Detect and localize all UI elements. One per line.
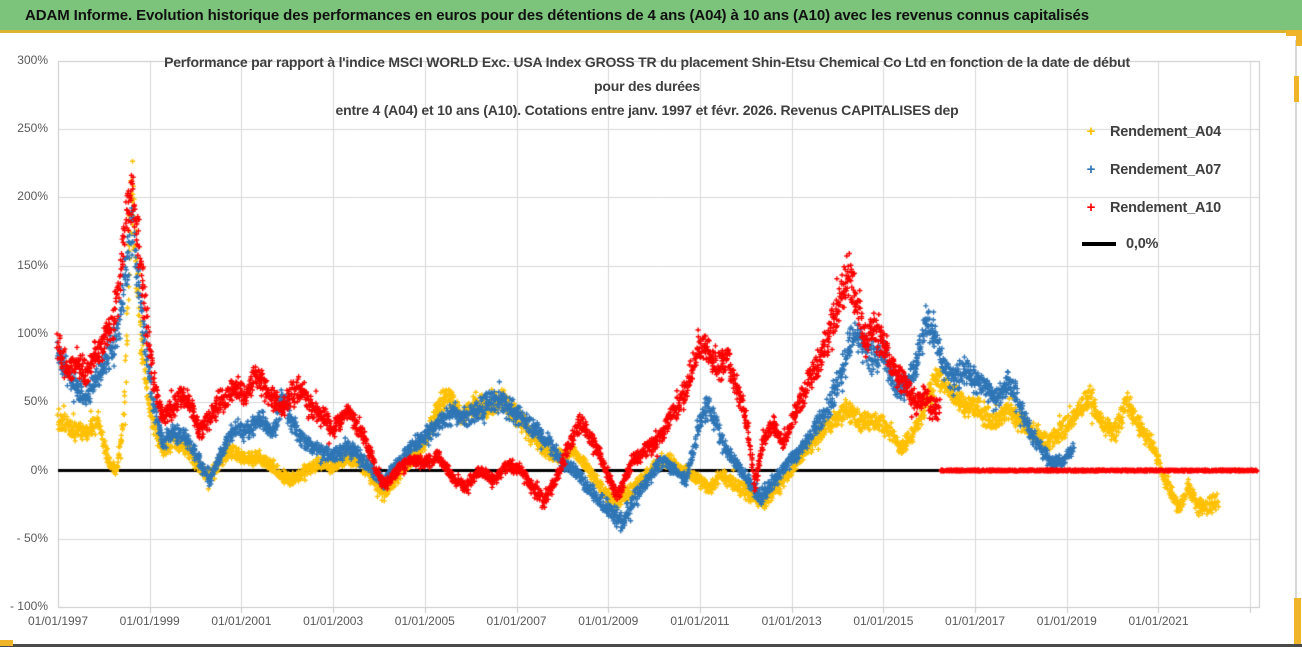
bottom-left-gold-accent bbox=[0, 640, 13, 646]
x-tick-label: 01/01/2007 bbox=[486, 614, 547, 628]
chart-title: Performance par rapport à l'indice MSCI … bbox=[58, 50, 1236, 122]
vertical-scrollbar-thumb[interactable] bbox=[1294, 76, 1299, 102]
x-tick-label: 01/01/2013 bbox=[761, 614, 822, 628]
header-title: ADAM Informe. Evolution historique des p… bbox=[25, 6, 1090, 24]
chart-title-line-2: pour des durées bbox=[594, 78, 700, 94]
x-tick-label: 01/01/2003 bbox=[303, 614, 364, 628]
y-tick-label: 0% bbox=[30, 462, 48, 477]
gold-corner-accent bbox=[1286, 30, 1302, 36]
y-tick-label: - 50% bbox=[16, 530, 48, 545]
x-tick-label: 01/01/2001 bbox=[211, 614, 272, 628]
chart-title-line-3: entre 4 (A04) et 10 ans (A10). Cotations… bbox=[335, 102, 959, 118]
legend-item-rendement-a04[interactable]: + Rendement_A04 bbox=[1082, 122, 1222, 142]
legend-item-rendement-a10[interactable]: + Rendement_A10 bbox=[1082, 198, 1222, 218]
chart-title-line-1: Performance par rapport à l'indice MSCI … bbox=[164, 54, 1130, 70]
vertical-scrollbar-track[interactable] bbox=[1295, 40, 1297, 640]
y-tick-label: 300% bbox=[17, 52, 48, 67]
plus-marker-icon: + bbox=[1086, 199, 1096, 216]
x-tick-label: 01/01/2019 bbox=[1036, 614, 1097, 628]
zero-line-legend-swatch bbox=[1082, 242, 1116, 246]
x-tick-label: 01/01/2005 bbox=[394, 614, 455, 628]
header-right-cap bbox=[1288, 0, 1302, 30]
x-tick-label: 01/01/2015 bbox=[853, 614, 914, 628]
y-tick-label: 200% bbox=[17, 189, 48, 204]
legend-item-0-0-[interactable]: 0,0% bbox=[1082, 234, 1158, 254]
x-tick-label: 01/01/2011 bbox=[670, 614, 730, 628]
y-tick-label: 150% bbox=[17, 257, 48, 272]
plus-marker-icon: + bbox=[1086, 161, 1096, 178]
x-tick-label: 01/01/1997 bbox=[27, 614, 89, 628]
header-gold-underline bbox=[0, 30, 1302, 33]
x-tick-label: 01/01/2017 bbox=[945, 614, 1006, 628]
y-tick-label: - 100% bbox=[9, 599, 48, 614]
bottom-window-edge bbox=[0, 644, 1302, 647]
y-tick-label: 250% bbox=[17, 120, 48, 135]
plus-marker-icon: + bbox=[1086, 123, 1096, 140]
legend-item-rendement-a07[interactable]: + Rendement_A07 bbox=[1082, 160, 1222, 180]
y-tick-label: 50% bbox=[23, 394, 48, 409]
header-banner: ADAM Informe. Evolution historique des p… bbox=[0, 0, 1297, 30]
gold-corner-accent bbox=[1296, 30, 1302, 46]
x-tick-label: 01/01/2009 bbox=[578, 614, 639, 628]
x-tick-label: 01/01/2021 bbox=[1128, 614, 1189, 628]
legend-label: 0,0% bbox=[1126, 236, 1159, 252]
legend-label: Rendement_A07 bbox=[1110, 162, 1222, 178]
vertical-scrollbar-thumb[interactable] bbox=[1294, 598, 1301, 644]
legend-label: Rendement_A10 bbox=[1110, 200, 1222, 216]
y-tick-label: 100% bbox=[17, 325, 48, 340]
x-tick-label: 01/01/1999 bbox=[119, 614, 180, 628]
legend-label: Rendement_A04 bbox=[1110, 124, 1222, 140]
